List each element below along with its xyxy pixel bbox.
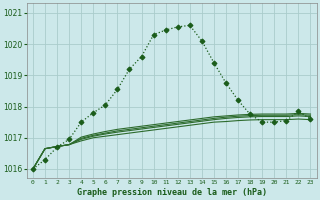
X-axis label: Graphe pression niveau de la mer (hPa): Graphe pression niveau de la mer (hPa) bbox=[77, 188, 267, 197]
